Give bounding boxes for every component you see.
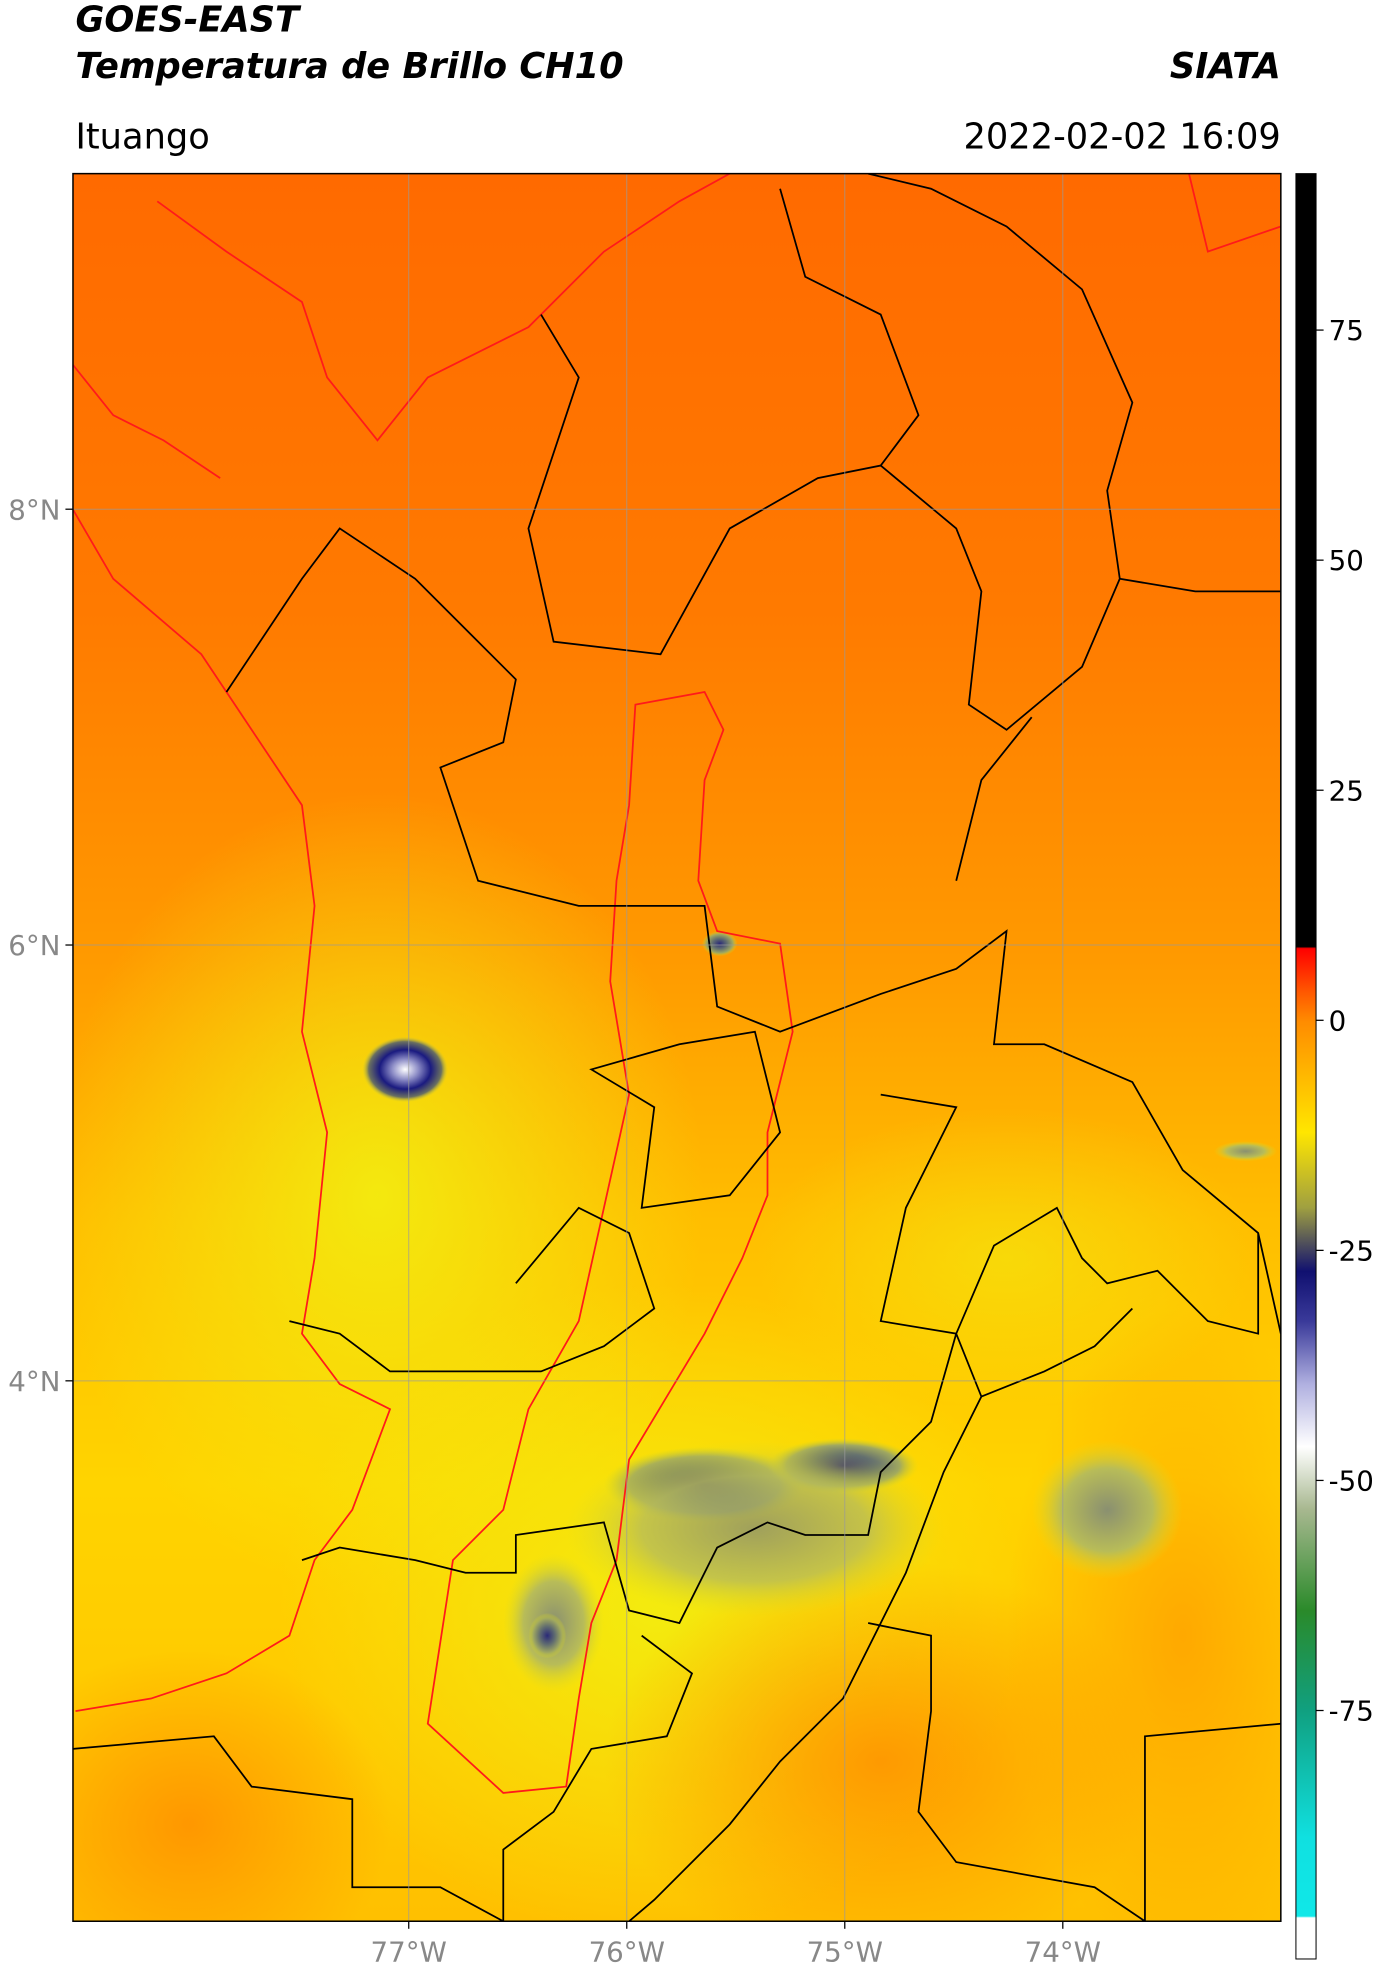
colorbar-tick-label: 25	[1329, 774, 1364, 807]
x-tick-label: 74°W	[1025, 1935, 1101, 1968]
y-tick-label: 8°N	[8, 493, 60, 526]
colorbar	[1295, 173, 1317, 1960]
colorbar-tick-label: -25	[1329, 1234, 1374, 1267]
graticule	[72, 173, 1281, 1922]
source: SIATA	[1170, 46, 1281, 87]
colorbar-tick-label: 50	[1329, 544, 1364, 577]
x-tick-label: 77°W	[371, 1935, 447, 1968]
x-tick-label: 76°W	[589, 1935, 665, 1968]
x-tick-label: 75°W	[807, 1935, 883, 1968]
y-tick-label: 6°N	[8, 929, 60, 962]
location: Ituango	[75, 116, 209, 157]
colorbar-tick-label: 0	[1329, 1004, 1347, 1037]
subtitle: Temperatura de Brillo CH10	[75, 46, 623, 87]
title: GOES-EAST	[75, 0, 302, 40]
colorbar-tick-label: 75	[1329, 314, 1364, 347]
y-tick-label: 4°N	[8, 1365, 60, 1398]
colorbar-tick-label: -50	[1329, 1464, 1374, 1497]
map-frame	[72, 172, 1282, 1922]
colorbar-tick-label: -75	[1329, 1695, 1374, 1728]
map-image	[72, 173, 1281, 1922]
labels: 77°W 76°W 75°W 74°W 4°N 6°N 8°N -75 -50 -25 0 25 50 7…	[8, 314, 1374, 1968]
datetime: 2022-02-02 16:09	[963, 116, 1280, 157]
